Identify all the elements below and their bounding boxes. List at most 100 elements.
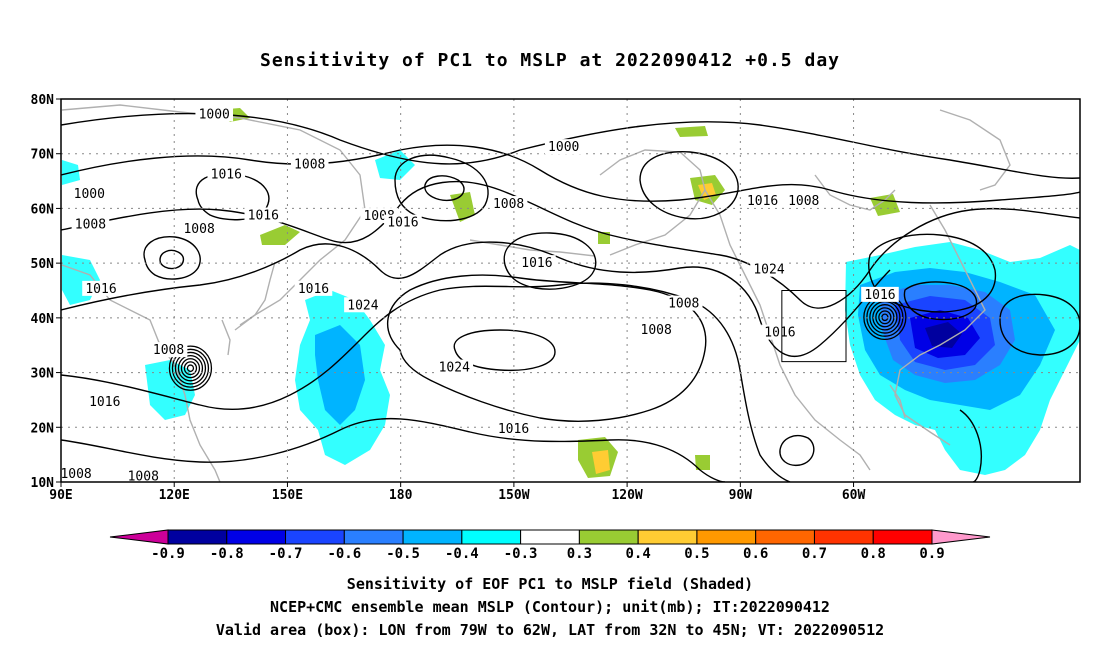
colorbar-label: -0.5 — [386, 546, 420, 562]
contour-line — [903, 281, 978, 321]
cyclone-contour — [177, 354, 204, 382]
longitude-labels: 90E 120E 150E 180 150W 120W 90W 60W — [49, 482, 865, 503]
colorbar-label: 0.7 — [802, 546, 827, 562]
contour-line — [424, 175, 465, 202]
contour-label: 1024 — [753, 263, 784, 278]
contour-line — [959, 409, 982, 482]
colorbar-label: 0.8 — [861, 546, 886, 562]
shade-pos-2 — [260, 225, 300, 245]
coastline-na-west — [704, 189, 871, 471]
contour-label: 1008 — [183, 222, 214, 237]
contour-label-bg — [784, 192, 823, 208]
shade-scatter-arctic — [375, 150, 415, 180]
valid-area-box — [781, 290, 847, 363]
graticule — [61, 99, 1080, 482]
colorbar-label: 0.9 — [919, 546, 944, 562]
lat-label: 80N — [31, 93, 55, 108]
coastline-korea — [221, 319, 231, 356]
lon-label: 150W — [498, 488, 529, 503]
contour-label: 1008 — [788, 194, 819, 209]
colorbar — [109, 529, 991, 545]
contour-line — [779, 434, 815, 467]
lat-label: 30N — [31, 367, 55, 382]
colorbar-labels: -0.9 -0.8 -0.7 -0.6 -0.5 -0.4 -0.3 0.3 0.4 0.5 0.6… — [151, 546, 945, 562]
plot-frame — [60, 98, 1081, 483]
colorbar-swatch — [461, 529, 522, 545]
contour-label-bg — [244, 207, 283, 223]
colorbar-swatch — [813, 529, 874, 545]
colorbar-label: -0.3 — [504, 546, 538, 562]
coastline-na-east — [894, 204, 986, 446]
latitude-labels: 80N 70N 60N 50N 40N 30N 20N 10N — [31, 93, 61, 491]
contour-label: 1008 — [294, 158, 325, 173]
contour-line — [159, 249, 185, 270]
shade-pos-7b — [592, 450, 610, 474]
contour-label-bg — [85, 394, 124, 410]
contour-label: 1008 — [75, 217, 106, 232]
contour-line — [61, 144, 1080, 204]
contour-labels: 1000 1008 1016 1000 1008 1008 1016 1008 1016 1000… — [57, 106, 899, 485]
coastline-alaska — [599, 149, 706, 256]
shade-nw-atlantic-core4 — [925, 322, 962, 348]
contour-label-bg — [750, 261, 788, 277]
contour-label-bg — [149, 342, 188, 358]
colorbar-swatch — [578, 529, 639, 545]
contour-label: 1016 — [498, 422, 529, 437]
contour-label: 1016 — [864, 288, 895, 303]
cyclone-contour — [872, 304, 898, 331]
map-title: Sensitivity of PC1 to MSLP at 2022090412… — [259, 50, 840, 71]
colorbar-swatch — [872, 529, 933, 545]
lon-label: 90E — [49, 488, 72, 503]
lat-label: 40N — [31, 312, 55, 327]
contour-label-bg — [294, 280, 333, 296]
coastline-greenland — [939, 109, 1011, 191]
contour-label: 1000 — [199, 107, 230, 122]
shade-pos-5 — [675, 126, 708, 137]
contour-label: 1008 — [641, 323, 672, 338]
contour-line — [61, 241, 891, 357]
contour-label-bg — [761, 324, 799, 340]
lon-label: 120E — [159, 488, 190, 503]
contour-label-bg — [435, 359, 474, 375]
contour-line — [61, 180, 1080, 309]
contour-label: 1016 — [387, 216, 418, 231]
contour-label-bg — [82, 280, 120, 296]
colorbar-swatch — [402, 529, 463, 545]
contour-line — [143, 236, 201, 280]
colorbar-swatch — [637, 529, 698, 545]
contour-line — [394, 154, 489, 222]
positive-sensitivity-shading — [215, 108, 900, 478]
cyclone-contour — [881, 313, 889, 322]
contour-label-bg — [195, 106, 234, 122]
colorbar-swatch — [696, 529, 757, 545]
lon-label: 60W — [842, 488, 866, 503]
lon-label: 120W — [611, 488, 642, 503]
shade-pos-9 — [598, 232, 610, 244]
caption-valid-area: Valid area (box): LON from 79W to 62W, L… — [215, 621, 885, 639]
contour-label-bg — [70, 186, 109, 202]
shade-central-pacific-mid — [315, 325, 365, 425]
coastline-aleutians — [469, 239, 596, 257]
coastline-hudson — [814, 174, 896, 211]
colorbar-arrow-low — [109, 529, 169, 545]
colorbar-arrow-high — [931, 529, 991, 545]
cyclone-contour — [186, 364, 195, 372]
shade-west-pacific — [145, 360, 195, 420]
cyclone-contour — [168, 345, 213, 391]
colorbar-label: -0.7 — [269, 546, 303, 562]
contour-label: 1016 — [521, 256, 552, 271]
contour-label-bg — [544, 139, 583, 155]
contour-label: 1008 — [668, 297, 699, 312]
cyclone-contour — [174, 351, 207, 385]
cyclone-contour — [180, 358, 201, 379]
contour-label-bg — [57, 465, 95, 481]
contour-label: 1016 — [211, 168, 242, 183]
lat-label: 70N — [31, 148, 55, 163]
contour-label-bg — [71, 216, 110, 232]
contour-line — [453, 329, 556, 372]
contour-line — [386, 274, 707, 422]
lat-label: 10N — [31, 476, 55, 491]
cyclone-contour — [878, 310, 892, 325]
contour-label-bg — [494, 420, 533, 436]
